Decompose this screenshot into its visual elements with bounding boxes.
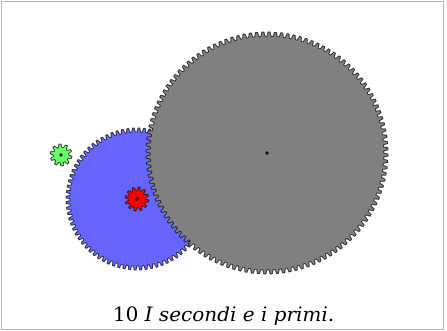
gear-tiny-green-axle: [59, 153, 63, 157]
gear-tiny-green: [49, 143, 73, 167]
gear-small-red: [124, 186, 150, 212]
caption-text: I secondi e i primi.: [144, 302, 335, 326]
gear-train-svg: [49, 31, 389, 275]
gear-train-diagram: [49, 31, 389, 275]
gear-small-red-axle: [135, 197, 139, 201]
caption-number: 10: [112, 302, 139, 326]
gear-large-gray: [145, 31, 389, 275]
gear-large-gray-axle: [265, 151, 269, 155]
figure-caption: 10 I secondi e i primi.: [0, 302, 447, 326]
